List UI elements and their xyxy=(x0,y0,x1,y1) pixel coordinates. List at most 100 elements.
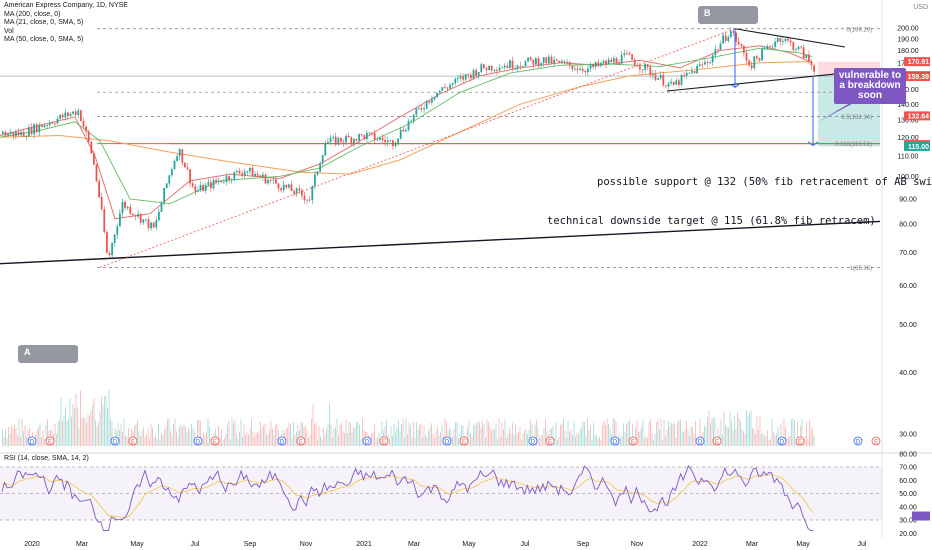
volume-bar xyxy=(777,426,779,446)
candle-body xyxy=(719,43,722,50)
candle-body xyxy=(46,125,48,126)
rsi-tick-label: 70.00 xyxy=(899,465,917,472)
candle-body xyxy=(602,60,605,64)
candle-body xyxy=(810,61,813,66)
volume-bar xyxy=(200,421,201,446)
candle-body xyxy=(111,243,113,256)
candle-body xyxy=(457,78,459,80)
candle-body xyxy=(332,136,334,138)
volume-bar xyxy=(773,431,774,446)
candle-body xyxy=(563,61,566,63)
candle-body xyxy=(639,66,641,70)
candle-body xyxy=(730,31,732,37)
time-tick-label: Nov xyxy=(300,541,313,548)
candle-body xyxy=(80,110,82,122)
candle-body xyxy=(698,64,701,67)
volume-bar xyxy=(786,438,788,446)
volume-bar xyxy=(291,438,293,446)
candle-body xyxy=(480,64,483,73)
volume-bar xyxy=(72,403,74,446)
volume-bar xyxy=(75,393,77,446)
volume-bar xyxy=(491,430,492,446)
volume-bar xyxy=(659,429,660,446)
candle-body xyxy=(210,182,212,189)
volume-bar xyxy=(506,437,507,446)
volume-bar xyxy=(452,436,453,446)
volume-bar xyxy=(729,411,731,446)
volume-bar xyxy=(455,422,456,446)
candle-body xyxy=(665,85,667,87)
candle-body xyxy=(483,64,485,69)
candle-body xyxy=(691,70,693,73)
volume-bar xyxy=(704,425,705,446)
dividend-marker-label: D xyxy=(445,440,450,446)
volume-bar xyxy=(678,420,680,446)
volume-bar xyxy=(333,428,335,446)
breakdown-callout[interactable]: vulnerable to a breakdown soon xyxy=(834,68,906,104)
candle-body xyxy=(399,129,402,139)
candle-body xyxy=(769,46,771,47)
candle-body xyxy=(425,100,428,109)
volume-bar xyxy=(59,419,60,446)
candle-body xyxy=(678,80,680,85)
time-tick-label: Mar xyxy=(408,541,421,548)
rsi-tick-label: 30.00 xyxy=(899,518,917,525)
volume-bar xyxy=(687,429,689,446)
swing-label-b[interactable]: B xyxy=(698,6,758,24)
dividend-marker-label: D xyxy=(613,440,618,446)
volume-bar xyxy=(576,432,578,446)
price-tick-label: 150.00 xyxy=(897,87,919,94)
volume-bar xyxy=(174,418,176,446)
volume-bar xyxy=(479,422,480,446)
volume-bar xyxy=(138,431,140,446)
candle-body xyxy=(355,138,358,141)
volume-bar xyxy=(170,430,171,446)
volume-bar xyxy=(315,421,317,446)
volume-bar xyxy=(336,418,338,446)
candle-body xyxy=(204,184,207,192)
volume-bar xyxy=(789,435,791,446)
volume-bar xyxy=(458,437,459,446)
volume-bar xyxy=(296,431,297,446)
earnings-marker xyxy=(296,436,306,446)
volume-bar xyxy=(420,423,422,446)
swing-label-a[interactable]: A xyxy=(18,345,78,363)
earnings-marker-label: E xyxy=(874,440,878,446)
volume-bar xyxy=(515,425,516,446)
candle-body xyxy=(373,133,376,140)
volume-bar xyxy=(750,410,752,446)
candle-body xyxy=(485,68,488,71)
volume-bar xyxy=(728,428,729,446)
volume-bar xyxy=(308,438,309,446)
dividend-marker-label: D xyxy=(698,440,703,446)
volume-bar xyxy=(483,424,485,446)
volume-bar xyxy=(15,427,17,446)
candle-body xyxy=(813,65,815,72)
volume-bar xyxy=(108,389,110,446)
candle-body xyxy=(633,59,636,66)
candle-body xyxy=(477,72,480,76)
earnings-marker-label: E xyxy=(462,440,466,446)
candle-body xyxy=(90,141,93,154)
volume-bar xyxy=(236,433,237,446)
candle-body xyxy=(420,108,423,110)
price-tick-label: 190.00 xyxy=(897,36,919,43)
candle-body xyxy=(589,64,592,69)
volume-bar xyxy=(119,430,120,446)
candle-body xyxy=(38,124,41,133)
volume-bar xyxy=(575,436,576,446)
volume-bar xyxy=(101,396,102,446)
time-tick-label: Sep xyxy=(577,541,590,548)
time-tick-label: Sep xyxy=(244,541,257,548)
volume-bar xyxy=(47,419,48,446)
candle-body xyxy=(262,174,264,177)
volume-bar xyxy=(545,418,546,446)
volume-bar xyxy=(620,437,621,446)
candle-body xyxy=(194,186,197,192)
volume-bar xyxy=(149,439,150,446)
volume-bar xyxy=(519,426,521,446)
volume-bar xyxy=(278,430,279,446)
volume-bar xyxy=(749,413,750,446)
volume-bar xyxy=(258,430,260,446)
